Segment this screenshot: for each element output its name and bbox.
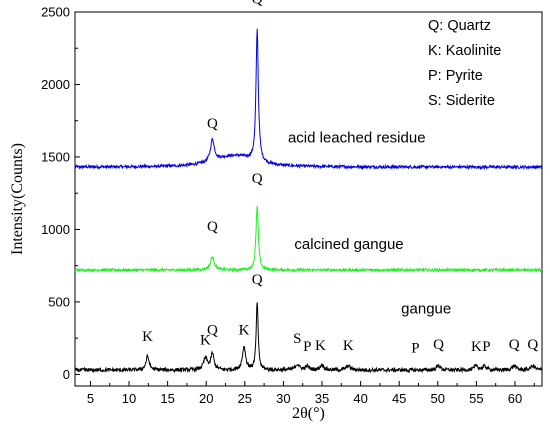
x-tick-label: 20 [199, 391, 213, 406]
peak-label-layer: QQQQKKQKQSPKKPQKPQQ [142, 0, 538, 357]
legend-entry: P: Pyrite [428, 68, 483, 84]
peak-label: Q [252, 171, 263, 187]
peak-label: Q [252, 272, 263, 288]
peak-label: Q [509, 337, 520, 353]
series-layer [74, 28, 543, 374]
x-tick-label: 60 [508, 391, 522, 406]
peak-label: Q [207, 323, 218, 339]
peak-label: K [315, 338, 326, 354]
x-tick-label: 5 [87, 391, 94, 406]
peak-label: P [303, 339, 311, 355]
x-tick-label: 55 [469, 391, 483, 406]
y-axis-title: Intensity(Counts) [9, 143, 26, 255]
peak-label: Q [207, 219, 218, 235]
x-axis: 5 10 15 20 25 30 35 40 45 50 55 60 [87, 381, 535, 406]
x-axis-title: 2θ(°) [292, 405, 325, 422]
peak-label: K [142, 329, 153, 345]
legend-entry: Q: Quartz [428, 18, 491, 34]
legend: Q: Quartz K: Kaolinite P: Pyrite S: Siderit… [428, 18, 501, 109]
x-tick-label: 50 [431, 391, 445, 406]
y-tick-label: 1500 [41, 149, 70, 164]
series-line [74, 28, 543, 171]
series-annotation: calcined gangue [294, 236, 403, 253]
annotation-layer: acid leached residue calcined gangue gangu… [288, 129, 451, 317]
series-line [74, 205, 543, 274]
plot-frame [74, 11, 543, 387]
legend-entry: S: Siderite [428, 93, 495, 109]
peak-label: P [482, 339, 490, 355]
x-tick-label: 15 [160, 391, 174, 406]
peak-label: K [200, 333, 211, 349]
peak-label: K [471, 339, 482, 355]
y-tick-label: 500 [48, 294, 70, 309]
series-line [74, 302, 543, 374]
legend-entry: K: Kaolinite [428, 43, 501, 59]
y-axis: 0 500 1000 1500 2000 2500 [41, 5, 80, 382]
peak-label: Q [433, 337, 444, 353]
y-tick-label: 2500 [41, 5, 70, 20]
peak-label: S [293, 331, 301, 347]
series-annotation: acid leached residue [288, 129, 426, 146]
peak-label: P [411, 341, 419, 357]
peak-label: Q [527, 337, 538, 353]
y-tick-label: 2000 [41, 77, 70, 92]
x-tick-label: 30 [276, 391, 290, 406]
peak-label: K [343, 338, 354, 354]
peak-label: Q [207, 116, 218, 132]
x-tick-label: 45 [392, 391, 406, 406]
peak-label: K [239, 323, 250, 339]
x-tick-label: 40 [353, 391, 367, 406]
x-tick-label: 25 [238, 391, 252, 406]
peak-label: Q [252, 0, 263, 7]
x-tick-label: 35 [315, 391, 329, 406]
x-tick-label: 10 [122, 391, 136, 406]
series-annotation: gangue [401, 301, 451, 318]
y-tick-label: 1000 [41, 222, 70, 237]
y-tick-label: 0 [63, 367, 70, 382]
